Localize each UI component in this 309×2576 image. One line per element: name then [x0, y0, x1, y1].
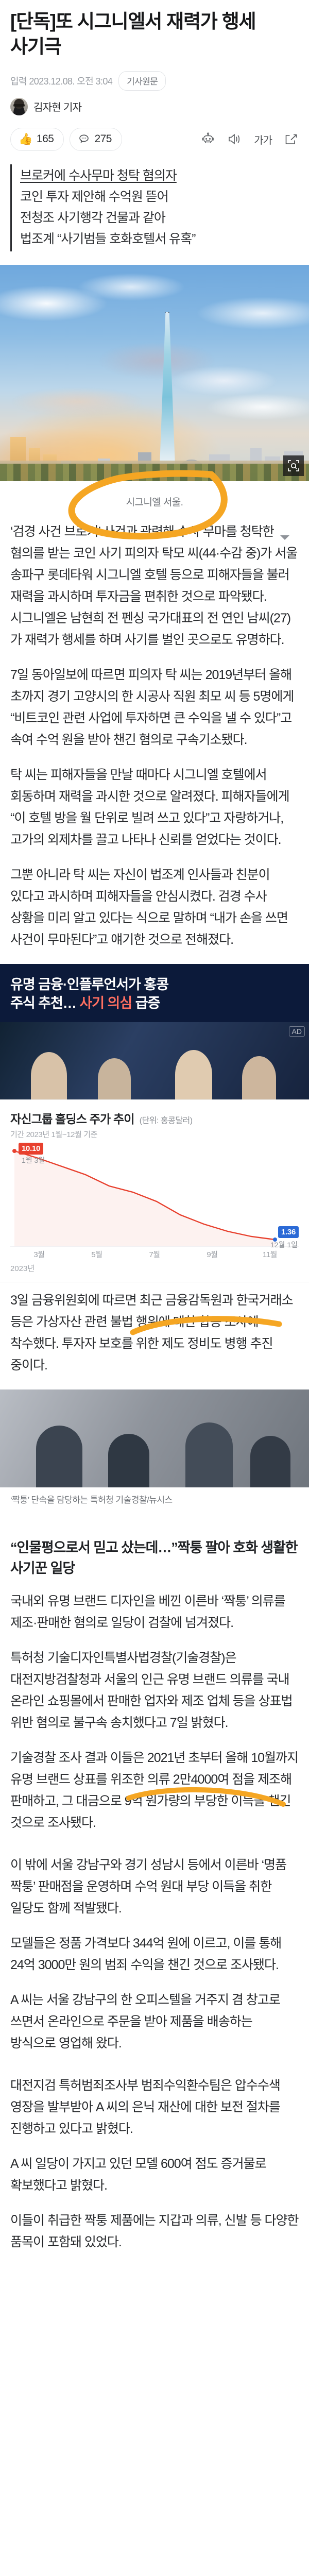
ad-headline-2b: 급증: [132, 995, 161, 1011]
summary-list: 브로커에 수사무마 청탁 혐의자 코인 투자 제안해 수억원 뜯어 전청조 사기…: [20, 165, 299, 250]
list-item: 전청조 사기행각 건물과 같아: [20, 211, 166, 226]
font-size-label: 가가: [254, 134, 272, 146]
cloud: [196, 296, 309, 330]
ad-headline-2: 주식 추천… 사기 의심 급증: [10, 994, 299, 1012]
article-body: ‘검경 사건 브로커’ 사건과 관련해 수사 무마를 청탁한 혐의를 받는 코인…: [0, 514, 309, 951]
like-button[interactable]: 👍 165: [10, 127, 64, 151]
share-icon[interactable]: [283, 131, 299, 147]
ad-badge: AD: [288, 1026, 305, 1037]
section-subhead: “인물평으로서 믿고 샀는데…”짝퉁 팔아 호화 생활한 사기꾼 일당: [10, 1539, 298, 1577]
chart-svg: [10, 1148, 299, 1247]
paragraph: 7일 동아일보에 따르면 피의자 탁 씨는 2019년부터 올해 초까지 경기 …: [10, 667, 294, 747]
article-page: [단독]또 시그니엘서 재력가 행세 사기극 입력 2023.12.08. 오전…: [0, 0, 309, 2253]
page-title: [단독]또 시그니엘서 재력가 행세 사기극: [10, 11, 256, 57]
paragraph: 국내외 유명 브랜드 디자인을 베낀 이른바 ‘짝퉁’ 의류를 제조·판매한 혐…: [10, 1594, 286, 1630]
summary-block: 브로커에 수사무마 청탁 혐의자 코인 투자 제안해 수억원 뜯어 전청조 사기…: [10, 164, 299, 251]
city-skyline: [0, 414, 309, 481]
paragraph: 대전지검 특허범죄조사부 범죄수익환수팀은 압수수색 영장을 발부받아 A 씨의…: [10, 2078, 281, 2136]
comment-button[interactable]: 275: [70, 127, 122, 151]
article-body-5: 대전지검 특허범죄조사부 범죄수익환수팀은 압수수색 영장을 발부받아 A 씨의…: [0, 2067, 309, 2253]
stock-chart-card: 자신그룹 홀딩스 주가 추이 (단위: 홍콩달러) 기간 2023년 1월~12…: [0, 1099, 309, 1282]
chart-low-value: 1.36: [281, 1227, 296, 1236]
stock-chart-header: 자신그룹 홀딩스 주가 추이 (단위: 홍콩달러): [10, 1109, 299, 1127]
paragraph: ‘검경 사건 브로커’ 사건과 관련해 수사 무마를 청탁한 혐의를 받는 코인…: [10, 524, 298, 647]
publish-timestamp: 입력 2023.12.08. 오전 3:04: [10, 76, 113, 87]
paragraph: 이 밖에 서울 강남구와 경기 성남시 등에서 이른바 ‘명품 짝퉁’ 판매점을…: [10, 1857, 287, 1916]
stock-chart-title: 자신그룹 홀딩스 주가 추이: [10, 1112, 135, 1126]
chart-low-label: 1.36: [278, 1226, 299, 1238]
press-photo[interactable]: [0, 1389, 309, 1487]
article-body-2: 3일 금융위원회에 따르면 최근 금융감독원과 한국거래소 등은 가상자산 관련…: [0, 1282, 309, 1376]
hero-caption: 시그니엘 서울.: [126, 497, 183, 508]
font-size-button[interactable]: 가가: [254, 132, 272, 147]
x-tick: 11월: [262, 1250, 278, 1259]
like-count: 165: [36, 132, 54, 145]
hero-figure: 시그니엘 서울.: [0, 264, 309, 514]
list-item: 브로커에 수사무마 청탁 혐의자: [20, 168, 177, 183]
cloud: [170, 365, 278, 396]
cloud: [10, 387, 144, 416]
comment-count: 275: [94, 132, 112, 145]
paragraph: 그뿐 아니라 탁 씨는 자신이 법조계 인사들과 친분이 있다고 과시하며 피해…: [10, 867, 288, 947]
list-item: 코인 투자 제안해 수억원 뜯어: [20, 189, 169, 204]
chart-x-axis: 3월 5월 7월 9월 11월: [10, 1249, 299, 1260]
ad-highlight: 사기 의심: [79, 995, 132, 1011]
article-header: [단독]또 시그니엘서 재력가 행세 사기극 입력 2023.12.08. 오전…: [0, 0, 309, 115]
ad-banner[interactable]: 유명 금융·인플루언서가 홍콩 주식 추천… 사기 의심 급증 AD: [0, 963, 309, 1099]
speaker-icon[interactable]: [227, 131, 243, 147]
paragraph: 3일 금융위원회에 따르면 최근 금융감독원과 한국거래소 등은 가상자산 관련…: [10, 1293, 294, 1372]
byline[interactable]: 김자현 기자: [10, 97, 299, 115]
ad-headline-1: 유명 금융·인플루언서가 홍콩: [10, 976, 169, 992]
chart-high-value: 10.10: [22, 1144, 41, 1153]
chart-year-label: 2023년: [10, 1264, 35, 1273]
chart-low-date: 12월 1일: [270, 1240, 298, 1249]
chevron-down-icon[interactable]: [280, 535, 289, 540]
ad-image[interactable]: AD: [0, 1022, 309, 1099]
stock-line-chart: 10.10 1.36 1월 3일 12월 1일: [10, 1142, 299, 1249]
press-photo-caption: ‘짝퉁’ 단속을 담당하는 특허청 기술경찰/뉴시스: [0, 1487, 309, 1515]
original-article-button[interactable]: 기사원문: [118, 71, 166, 91]
x-tick: 3월: [33, 1250, 45, 1259]
robot-icon[interactable]: [200, 131, 216, 147]
hero-image[interactable]: [0, 264, 309, 481]
stock-chart-daterange: 기간 2023년 1월~12월 기준: [10, 1130, 98, 1139]
comment-icon: [78, 133, 90, 145]
chart-high-label: 10.10: [19, 1142, 44, 1155]
list-item: 법조계 “사기범들 호화호텔서 유혹”: [20, 232, 196, 247]
thumbs-up-icon: 👍: [19, 132, 32, 145]
ad-headline-2a: 주식 추천…: [10, 995, 80, 1011]
action-bar: 👍 165 275: [0, 127, 309, 151]
cloud: [206, 393, 309, 420]
paragraph: 모델들은 정품 가격보다 344억 원에 이르고, 이를 통해 24억 3000…: [10, 1936, 282, 1972]
paragraph: 이들이 취급한 짝퉁 제품에는 지갑과 의류, 신발 등 다양한 품목이 포함돼…: [10, 2213, 299, 2249]
paragraph: 기술경찰 조사 결과 이들은 2021년 초부터 올해 10월까지 유명 브랜드…: [10, 1750, 299, 1830]
cloud: [77, 273, 185, 301]
paragraph: A 씨 일당이 가지고 있던 모델 600여 점도 증거물로 확보했다고 밝혔다…: [10, 2156, 267, 2193]
paragraph: A 씨는 서울 강남구의 한 오피스텔을 거주지 겸 창고로 쓰면서 온라인으로…: [10, 1992, 281, 2050]
reporter-name[interactable]: 김자현 기자: [33, 102, 82, 114]
tool-icons: 가가: [200, 131, 299, 147]
x-tick: 9월: [207, 1250, 218, 1259]
chart-high-date: 1월 3일: [22, 1156, 45, 1164]
stock-chart-unit: (단위: 홍콩달러): [139, 1116, 193, 1125]
paragraph: 특허청 기술디자인특별사법경찰(기술경찰)은 대전지방검찰청과 서울의 인근 유…: [10, 1650, 293, 1730]
x-tick: 7월: [149, 1250, 160, 1259]
article-body-4: 이 밖에 서울 강남구와 경기 성남시 등에서 이른바 ‘명품 짝퉁’ 판매점을…: [0, 1847, 309, 2054]
treeline: [0, 463, 309, 481]
avatar: [10, 97, 28, 115]
x-tick: 5월: [91, 1250, 102, 1259]
paragraph: 탁 씨는 피해자들을 만날 때마다 시그니엘 호텔에서 회동하며 재력을 과시한…: [10, 767, 290, 847]
zoom-icon[interactable]: [283, 455, 304, 476]
article-body-3: “인물평으로서 믿고 샀는데…”짝퉁 팔아 호화 생활한 사기꾼 일당 국내외 …: [0, 1515, 309, 1834]
meta-row: 입력 2023.12.08. 오전 3:04 기사원문: [10, 71, 299, 91]
ad-text: 유명 금융·인플루언서가 홍콩 주식 추천… 사기 의심 급증: [0, 964, 309, 1022]
